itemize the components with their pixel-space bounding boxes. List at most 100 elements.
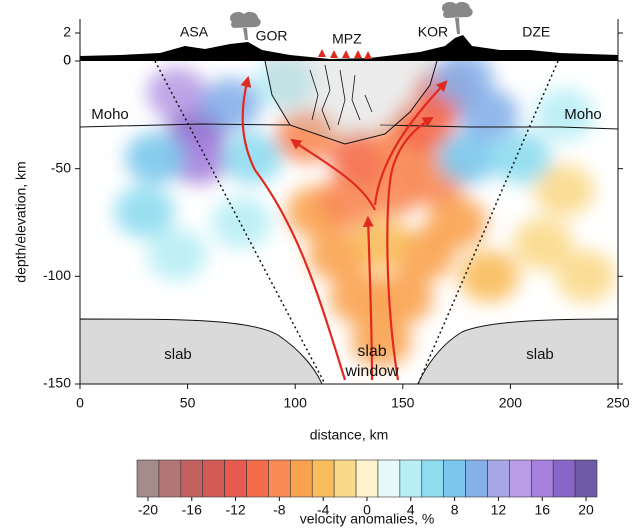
arrows (240, 75, 448, 381)
arrow (386, 116, 434, 381)
topography (80, 1, 618, 61)
colorbar-tick-label: 0 (363, 502, 371, 518)
colorbar-tick-label: 20 (578, 502, 594, 518)
arrow (240, 75, 347, 381)
arrow (290, 138, 376, 211)
y-tick-label: 0 (63, 52, 71, 68)
ash-cloud (441, 1, 473, 35)
moho-label: Moho (91, 106, 129, 123)
anomaly (534, 164, 595, 217)
colorbar-bin (136, 459, 160, 498)
window-label: slab (357, 343, 386, 360)
faults (309, 64, 373, 131)
elevation-tick-label: 0 (63, 52, 71, 68)
anomaly (555, 250, 616, 303)
anomaly (437, 131, 498, 184)
colorbar-tick-label: -16 (182, 502, 202, 518)
slab-left (79, 318, 323, 385)
y-tick-label: -150 (43, 375, 71, 391)
colorbar-bin (377, 459, 401, 498)
anomaly (426, 196, 487, 249)
colorbar-bin (158, 459, 182, 498)
anomaly (491, 131, 552, 184)
x-tick-label: 200 (499, 395, 523, 411)
ash-cloud (229, 11, 261, 40)
anomaly (211, 196, 272, 249)
y-axis-label: depth/elevation, km (13, 161, 29, 282)
dotted-left (154, 60, 326, 385)
site-label: DZE (522, 24, 550, 40)
anomaly (351, 218, 412, 271)
elevation-tick-label: 2 (63, 24, 71, 40)
dotted-right (417, 60, 559, 385)
axes-frame (79, 19, 619, 385)
anomaly (146, 67, 207, 120)
colorbar-bin (202, 459, 225, 498)
anomaly (146, 228, 207, 281)
colorbar-bin (180, 459, 204, 498)
anomaly (222, 131, 283, 184)
colorbar-label: velocity anomalies, % (300, 511, 435, 527)
colorbar-tick-label: -4 (317, 502, 330, 518)
colorbar-bin (224, 459, 247, 498)
slab-label: slab (164, 346, 192, 363)
x-tick-label: 250 (606, 395, 630, 411)
anomaly (433, 61, 494, 105)
x-tick-label: 50 (180, 395, 196, 411)
colorbar-bin (509, 459, 532, 498)
topo-profile (80, 35, 618, 61)
anomaly (168, 131, 229, 184)
anomaly-blobs (114, 61, 616, 367)
frame (79, 19, 619, 385)
colorbar-bin (268, 459, 291, 498)
colorbar-bin (487, 459, 510, 498)
arrow (362, 215, 374, 381)
y-tick-label: -100 (43, 267, 71, 283)
anomaly (512, 218, 573, 271)
colorbar-bin (355, 459, 379, 498)
site-label: KOR (418, 24, 448, 40)
colorbar-tick-label: 4 (407, 502, 415, 518)
colorbar-tick-label: 8 (451, 502, 459, 518)
colorbar-bin (333, 459, 357, 498)
moho-label: Moho (564, 106, 602, 123)
colorbar-bin (311, 459, 335, 498)
colorbar-bin (530, 459, 554, 498)
arrow (373, 80, 448, 206)
colorbar-bin (290, 459, 313, 498)
colorbar-tick-label: 12 (491, 502, 507, 518)
colorbar-bin (246, 459, 269, 498)
window-label: window (344, 363, 399, 380)
colorbar-tick-label: -8 (273, 502, 286, 518)
colorbar-bin (443, 459, 466, 498)
colorbar-bin (574, 459, 598, 498)
anomaly (458, 250, 519, 303)
anomaly (254, 61, 315, 109)
colorbar-bin (465, 459, 488, 498)
velocity-field (114, 61, 616, 367)
colorbar-tick-label: -20 (138, 502, 158, 518)
x-tick-label: 150 (391, 395, 415, 411)
anomaly (351, 314, 412, 367)
colorbar-tick-label: 16 (534, 502, 550, 518)
anomaly (329, 271, 390, 324)
x-axis-label: distance, km (310, 427, 389, 443)
anomaly (200, 78, 261, 131)
slab-right (417, 318, 619, 385)
colorbar-tick-label: -12 (225, 502, 245, 518)
y-tick-label: -50 (51, 159, 71, 175)
colorbar-bin (421, 459, 444, 498)
colorbar-bin (552, 459, 576, 498)
anomaly (125, 131, 186, 184)
x-tick-label: 100 (284, 395, 308, 411)
thrust-marks (318, 49, 372, 59)
x-tick-label: 0 (76, 395, 84, 411)
slab-label: slab (526, 346, 554, 363)
basin (264, 60, 438, 145)
site-label: GOR (256, 28, 288, 44)
anomaly (114, 185, 175, 238)
site-label: ASA (180, 24, 209, 40)
site-label: MPZ (332, 31, 362, 47)
overlays (79, 60, 619, 385)
